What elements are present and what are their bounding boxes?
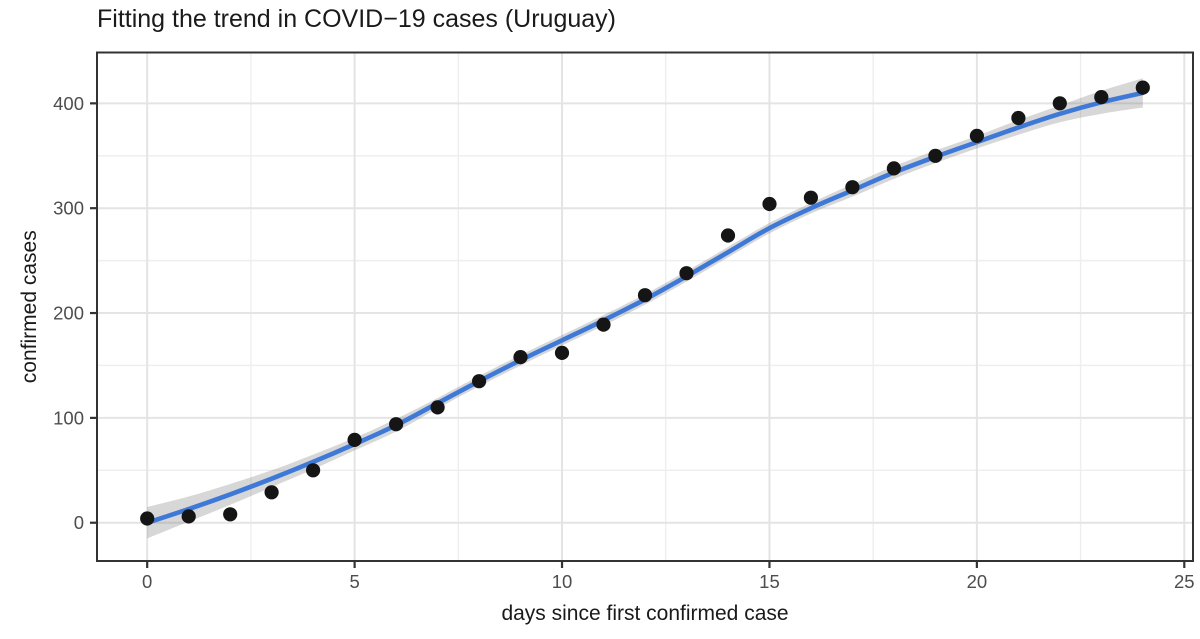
minor-gridlines — [97, 52, 1193, 561]
x-tick-label: 5 — [349, 571, 359, 592]
data-point — [1094, 90, 1109, 105]
data-point — [803, 190, 819, 205]
data-point — [886, 161, 902, 176]
y-tick-label: 200 — [53, 303, 84, 324]
data-point — [969, 128, 985, 143]
data-point — [1011, 110, 1026, 126]
data-point — [347, 432, 362, 447]
data-point — [264, 485, 279, 500]
panel-border — [96, 51, 1194, 562]
x-tick-label: 10 — [552, 571, 573, 592]
y-tick-label: 100 — [53, 407, 84, 428]
data-point — [389, 417, 404, 432]
data-points — [140, 80, 1150, 526]
data-point — [679, 266, 694, 281]
data-point — [845, 180, 860, 195]
data-point — [430, 400, 445, 415]
plot-title: Fitting the trend in COVID−19 cases (Uru… — [97, 5, 616, 33]
data-point — [762, 196, 777, 212]
x-tick-label: 20 — [967, 571, 988, 592]
x-tick-label: 25 — [1174, 571, 1195, 592]
data-point — [472, 374, 487, 389]
x-axis-title: days since first confirmed case — [501, 602, 788, 625]
data-point — [554, 345, 570, 360]
trend-line — [144, 90, 1146, 526]
data-point — [306, 463, 321, 478]
major-gridlines — [97, 52, 1193, 561]
data-point — [1052, 96, 1067, 111]
y-tick-label: 0 — [74, 512, 84, 533]
data-point — [181, 509, 196, 524]
x-tick-label: 15 — [759, 571, 780, 592]
data-point — [637, 288, 653, 303]
data-point — [928, 148, 943, 163]
y-tick-label: 300 — [53, 198, 84, 219]
data-point — [720, 228, 736, 243]
y-axis-title: confirmed cases — [18, 230, 41, 383]
data-point — [596, 317, 611, 332]
data-point — [223, 507, 238, 522]
axis-ticks — [90, 102, 1186, 568]
loess-trend-line — [144, 90, 1146, 526]
x-tick-label: 0 — [142, 571, 152, 592]
data-point — [140, 511, 155, 526]
data-point — [1135, 80, 1150, 95]
data-point — [513, 350, 528, 365]
y-tick-label: 400 — [53, 93, 84, 114]
axis-tick-labels: 0 5 10 15 20 25 0 100 200 300 400 — [53, 93, 1194, 592]
